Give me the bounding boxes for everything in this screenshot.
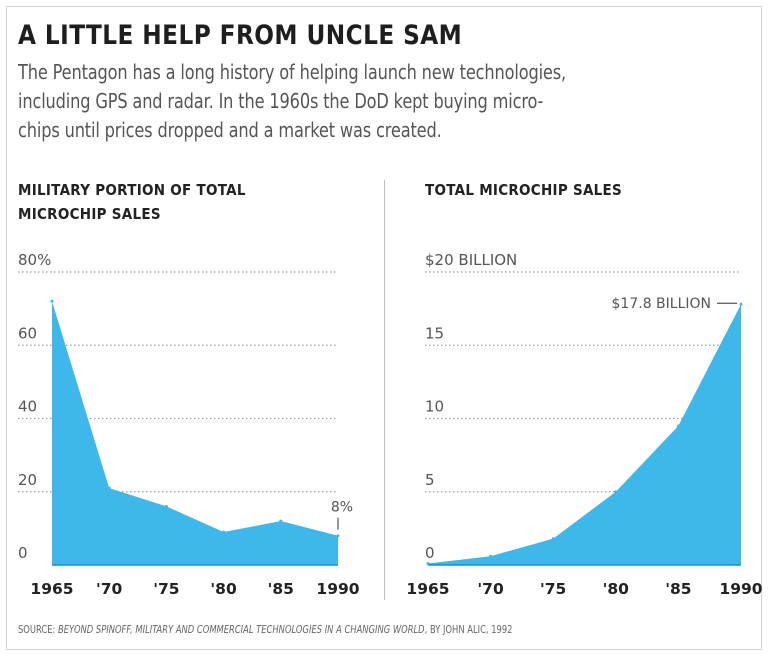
data-point <box>279 519 283 523</box>
page-title: A LITTLE HELP FROM UNCLE SAM <box>18 20 463 51</box>
x-tick-label: '70 <box>96 580 123 598</box>
right-area-chart: 0 5 10 15 $20 BILLION 1965 '70 '75 '80 '85 1990 $17… <box>406 251 762 598</box>
x-tick-label: 1990 <box>316 580 359 598</box>
source-title: BEYOND SPINOFF, MILITARY AND COMMERCIAL … <box>57 623 425 636</box>
y-tick-label: $20 BILLION <box>425 251 517 269</box>
x-tick-label: 1990 <box>719 580 762 598</box>
page-subtitle: The Pentagon has a long history of helpi… <box>18 58 761 145</box>
y-tick-label: 40 <box>18 398 37 416</box>
area-series <box>52 301 338 565</box>
y-tick-label: 5 <box>425 471 435 489</box>
y-tick-label: 60 <box>18 324 37 342</box>
data-point <box>222 530 226 534</box>
x-tick-label: 1965 <box>406 580 449 598</box>
left-area-chart: 0 20 40 60 80% 1965 '70 '75 '80 '85 1990 8% <box>18 251 360 598</box>
x-tick-label: '80 <box>603 580 630 598</box>
x-tick-label: '80 <box>210 580 237 598</box>
y-tick-label: 15 <box>425 324 444 342</box>
y-tick-label: 0 <box>18 544 28 562</box>
right-chart-title: TOTAL MICROCHIP SALES <box>425 178 622 202</box>
data-point <box>739 302 743 306</box>
left-chart-title-line-1: MILITARY PORTION OF TOTAL <box>18 181 246 199</box>
x-tick-label: '70 <box>477 580 504 598</box>
subtitle-line-2: including GPS and radar. In the 1960s th… <box>18 89 544 113</box>
data-point <box>614 490 618 494</box>
data-point <box>107 486 111 490</box>
annotation-label: $17.8 BILLION <box>612 296 711 312</box>
data-point <box>164 504 168 508</box>
x-tick-label: 1965 <box>30 580 73 598</box>
panel-divider <box>384 180 385 600</box>
data-point <box>489 554 493 558</box>
x-tick-label: '75 <box>540 580 566 598</box>
source-suffix: , BY JOHN ALIC, 1992 <box>424 623 513 636</box>
data-point <box>551 537 555 541</box>
x-tick-label: '75 <box>153 580 179 598</box>
subtitle-line-3: chips until prices dropped and a market … <box>18 118 442 142</box>
subtitle-line-1: The Pentagon has a long history of helpi… <box>18 60 567 84</box>
y-tick-label: 10 <box>425 398 444 416</box>
y-tick-label: 0 <box>425 544 435 562</box>
left-chart-title: MILITARY PORTION OF TOTAL MICROCHIP SALE… <box>18 178 246 226</box>
source-note: SOURCE: BEYOND SPINOFF, MILITARY AND COM… <box>18 623 702 636</box>
x-tick-label: '85 <box>268 580 294 598</box>
x-tick-label: '85 <box>665 580 691 598</box>
data-point <box>336 534 340 538</box>
data-point <box>676 424 680 428</box>
left-chart-title-line-2: MICROCHIP SALES <box>18 205 161 223</box>
annotation-label: 8% <box>331 500 353 516</box>
data-point <box>50 299 54 303</box>
right-chart-title-line-1: TOTAL MICROCHIP SALES <box>425 181 623 199</box>
y-tick-label: 80% <box>18 251 51 269</box>
area-series <box>428 304 741 565</box>
source-prefix: SOURCE: <box>18 623 58 636</box>
y-tick-label: 20 <box>18 471 37 489</box>
